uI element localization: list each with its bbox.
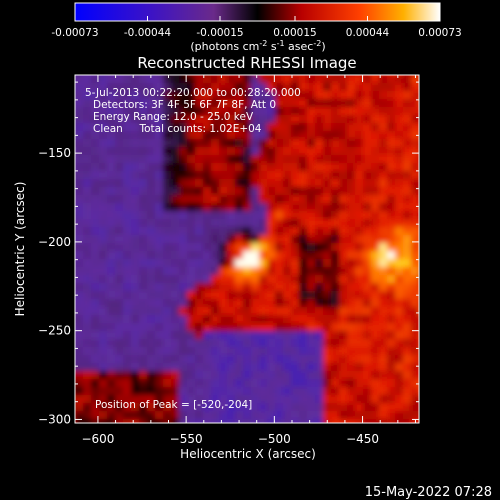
colorbar-tick-label: 0.00044 bbox=[346, 27, 390, 39]
colorbar-ticks: -0.00073 -0.00044 -0.00015 0.00015 0.00044 0.… bbox=[51, 16, 462, 39]
y-tick-label: −200 bbox=[38, 235, 71, 249]
axes: −600 −550 −500 −450 −150 −200 −250 −300 bbox=[38, 75, 419, 446]
annotation-clean: Clean Total counts: 1.02E+04 bbox=[93, 123, 262, 135]
chart-title: Reconstructed RHESSI Image bbox=[137, 54, 356, 72]
plot-frame bbox=[74, 74, 420, 424]
colorbar-tick-label: 0.00015 bbox=[273, 27, 316, 39]
colorbar bbox=[74, 2, 441, 22]
y-axis-label: Heliocentric Y (arcsec) bbox=[13, 182, 27, 317]
x-tick-label: −450 bbox=[346, 432, 379, 446]
heatmap-image bbox=[75, 75, 419, 423]
colorbar-tick-label: -0.00044 bbox=[124, 27, 172, 39]
y-tick-label: −150 bbox=[38, 146, 71, 160]
annotation-time: 5-Jul-2013 00:22:20.000 to 00:28:20.000 bbox=[85, 87, 301, 99]
colorbar-tick-label: -0.00015 bbox=[196, 27, 243, 39]
x-tick-label: −550 bbox=[170, 432, 203, 446]
annotation-energy: Energy Range: 12.0 - 25.0 keV bbox=[93, 111, 254, 123]
y-tick-label: −250 bbox=[38, 324, 71, 338]
y-tick-label: −300 bbox=[38, 412, 71, 426]
x-tick-label: −600 bbox=[81, 432, 114, 446]
annotation-block: 5-Jul-2013 00:22:20.000 to 00:28:20.000 … bbox=[85, 87, 301, 135]
annotation-detectors: Detectors: 3F 4F 5F 6F 7F 8F, Att 0 bbox=[93, 99, 276, 111]
colorbar-tick-label: -0.00073 bbox=[51, 27, 98, 39]
timestamp: 15-May-2022 07:28 bbox=[365, 485, 492, 500]
colorbar-tick-label: 0.00073 bbox=[418, 27, 461, 39]
x-tick-label: −500 bbox=[258, 432, 291, 446]
colorbar-units: (photons cm-2 s-1 asec-2) bbox=[190, 39, 325, 53]
peak-label: Position of Peak = [-520,-204] bbox=[95, 399, 252, 411]
x-axis-label: Heliocentric X (arcsec) bbox=[180, 447, 316, 461]
